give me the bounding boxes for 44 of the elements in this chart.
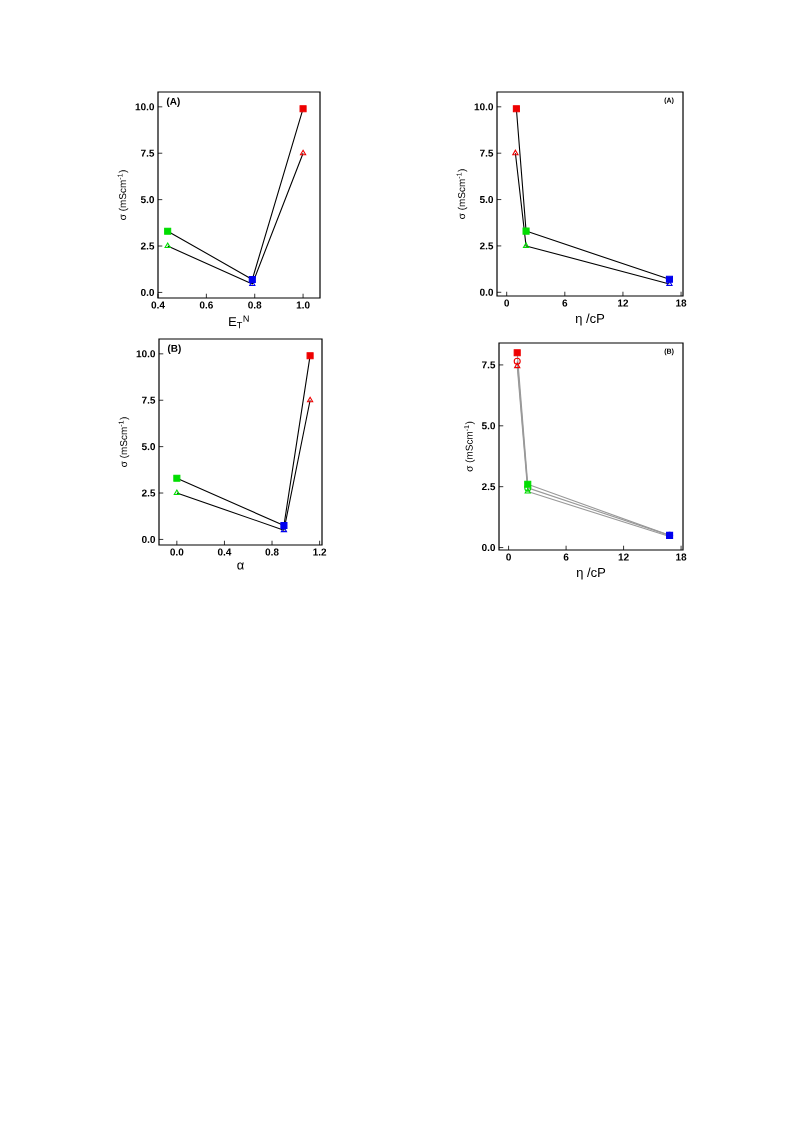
y-tick-label: 7.5 [141, 396, 156, 404]
x-axis-title: η /cP [575, 313, 605, 326]
y-tick-label: 2.5 [140, 242, 155, 250]
y-tick-label: 0.0 [141, 535, 156, 543]
x-tick-label: 0.4 [151, 301, 165, 309]
y-tick-label: 2.5 [479, 242, 494, 250]
y-tick-label: 5.0 [479, 196, 494, 204]
annotation: (A) [166, 97, 180, 107]
y-tick-label: 2.5 [481, 483, 496, 491]
y-tick-label: 5.0 [141, 443, 156, 451]
x-tick-label: 1.2 [313, 548, 327, 556]
x-tick-label: 0.8 [248, 301, 262, 309]
x-tick-label: 0.0 [170, 548, 184, 556]
y-tick-label: 0.0 [479, 288, 494, 296]
x-tick-label: 0.8 [265, 548, 279, 556]
y-tick-label: 7.5 [481, 361, 496, 369]
y-axis-title: σ (mScm$^{-1}$) [456, 169, 468, 219]
y-axis-title: σ (mScm$^{-1}$) [117, 170, 129, 220]
x-tick-label: 18 [676, 299, 687, 307]
y-tick-label: 5.0 [481, 422, 496, 430]
y-tick-label: 10.0 [136, 350, 156, 358]
x-tick-label: 0 [506, 553, 511, 561]
x-axis-title: α [237, 562, 244, 570]
x-tick-label: 0.6 [199, 301, 213, 309]
x-tick-label: 6 [562, 299, 568, 307]
y-tick-label: 10.0 [474, 103, 494, 111]
x-tick-label: 0.4 [217, 548, 232, 556]
y-tick-label: 5.0 [140, 196, 155, 204]
y-axis-title: σ (mScm$^{-1}$) [464, 421, 475, 472]
y-tick-label: 0.0 [140, 288, 155, 296]
x-tick-label: 12 [618, 299, 629, 307]
y-axis-title: σ (mScm$^{-1}$) [118, 417, 130, 467]
x-tick-label: 0 [504, 299, 510, 307]
x-tick-label: 6 [563, 553, 569, 561]
x-axis-title: η /cP [576, 567, 606, 580]
y-tick-label: 7.5 [140, 149, 155, 157]
annotation: (B) [167, 344, 181, 354]
x-tick-label: 18 [676, 553, 687, 561]
x-tick-label: 12 [618, 553, 629, 561]
y-tick-label: 2.5 [141, 489, 156, 497]
x-tick-label: 1.0 [296, 301, 310, 309]
y-tick-label: 10.0 [135, 103, 155, 111]
x-axis-title: E$_{T}$N [229, 315, 249, 329]
y-tick-label: 7.5 [479, 149, 494, 157]
